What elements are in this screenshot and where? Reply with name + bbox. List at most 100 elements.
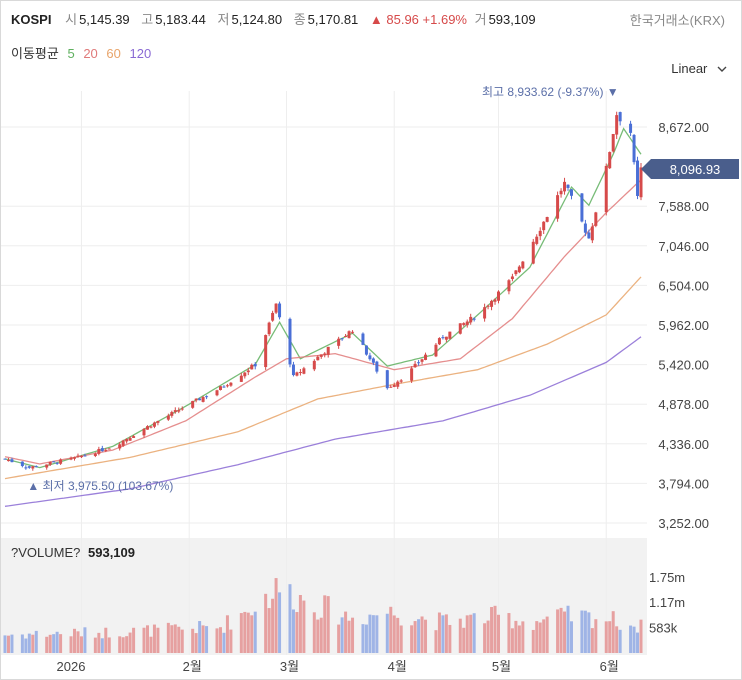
volume-bar <box>587 612 591 653</box>
candle-body <box>542 221 546 231</box>
volume-bar <box>45 636 49 653</box>
candle-body <box>396 381 400 387</box>
high-value: 5,183.44 <box>155 12 206 27</box>
volume-bar <box>559 607 563 653</box>
candle-body <box>191 400 195 408</box>
volume-value: 593,109 <box>488 12 536 27</box>
volume-bar <box>441 615 445 653</box>
candle-body <box>420 359 424 362</box>
volume-bar <box>34 630 38 653</box>
volume-bar <box>368 614 372 653</box>
candle-body <box>608 152 612 169</box>
time-tick-label: 4월 <box>388 659 407 674</box>
volume-bar <box>288 584 292 653</box>
ma-legend-item-120: 120 <box>129 46 152 61</box>
volume-bar <box>385 613 389 653</box>
scale-selector[interactable]: Linear <box>671 61 727 76</box>
candle-body <box>177 410 181 412</box>
candle-body <box>97 448 101 454</box>
candle-body <box>222 386 226 388</box>
candle-body <box>323 353 327 356</box>
candle-body <box>351 331 355 333</box>
ma-legend: 이동평균 5 20 60 120 <box>11 43 156 62</box>
candle-body <box>347 331 351 339</box>
candle-body <box>79 456 83 458</box>
candle-body <box>472 318 476 320</box>
volume-bar <box>142 627 146 653</box>
volume-bar <box>180 629 184 653</box>
volume-bar <box>535 621 539 653</box>
candle-body <box>469 316 473 323</box>
candle-body <box>618 112 622 122</box>
candle-body <box>514 270 518 275</box>
candle-body <box>326 346 330 355</box>
close-label: 종 <box>293 12 306 27</box>
volume-bar <box>629 625 633 653</box>
candle-body <box>291 364 295 376</box>
volume-bar <box>604 621 608 653</box>
low-annotation: ▲ 최저 3,975.50 (103.67%) <box>27 479 173 493</box>
volume-bar <box>507 613 511 653</box>
candle-body <box>444 336 448 340</box>
volume-bar <box>399 625 403 653</box>
volume-bar <box>253 611 257 653</box>
price-tick-label: 4,878.00 <box>658 397 709 412</box>
volume-bar <box>104 627 108 653</box>
volume-bar <box>225 615 229 653</box>
candle-body <box>69 457 73 460</box>
candle-body <box>271 312 275 321</box>
volume-bar <box>69 636 73 653</box>
price-tick-label: 4,336.00 <box>658 437 709 452</box>
volume-bar <box>566 605 570 653</box>
volume-bar <box>302 600 306 653</box>
volume-bar <box>6 635 10 653</box>
ma-legend-item-20: 20 <box>83 46 98 61</box>
volume-bar <box>448 624 452 653</box>
candle-body <box>389 386 393 388</box>
candle-body <box>319 354 323 357</box>
candle-body <box>636 160 640 196</box>
candle-body <box>253 363 257 367</box>
candle-body <box>569 189 573 196</box>
candle-body <box>107 448 111 450</box>
volume-bar <box>361 624 365 653</box>
candle-body <box>121 440 125 446</box>
volume-bar <box>97 632 101 653</box>
volume-bar <box>590 628 594 653</box>
volume-bar <box>298 594 302 653</box>
price-tick-label: 3,794.00 <box>658 476 709 491</box>
candle-body <box>483 307 487 319</box>
low-value: 5,124.80 <box>231 12 283 27</box>
candle-body <box>385 370 389 389</box>
volume-bar <box>608 621 612 653</box>
volume-bar <box>556 609 560 653</box>
candle-body <box>517 266 521 273</box>
candle-body <box>142 428 146 436</box>
volume-bar <box>458 618 462 653</box>
candle-body <box>180 408 184 410</box>
volume-bar <box>83 627 87 653</box>
volume-bar <box>424 619 428 653</box>
volume-bar <box>531 629 535 653</box>
volume-bar <box>246 612 250 653</box>
volume-header-label: ?VOLUME? <box>11 545 81 560</box>
volume-bar <box>121 637 125 653</box>
open-value: 5,145.39 <box>79 12 130 27</box>
volume-bar <box>517 625 521 653</box>
volume-bar <box>420 616 424 653</box>
volume-bar <box>514 620 518 653</box>
candle-body <box>392 384 396 387</box>
volume-bar <box>132 627 136 653</box>
volume-bar <box>107 637 111 653</box>
volume-bar <box>79 636 83 653</box>
volume-bar <box>434 630 438 653</box>
candle-body <box>31 466 35 469</box>
candle-body <box>580 193 584 222</box>
low-label: 저 <box>217 12 230 27</box>
time-axis: 2026 2월 3월 4월 5월 6월 <box>57 659 619 674</box>
volume-bar <box>323 595 327 653</box>
candle-body <box>194 398 198 401</box>
volume-bar <box>52 634 56 653</box>
volume-bar <box>145 625 149 653</box>
